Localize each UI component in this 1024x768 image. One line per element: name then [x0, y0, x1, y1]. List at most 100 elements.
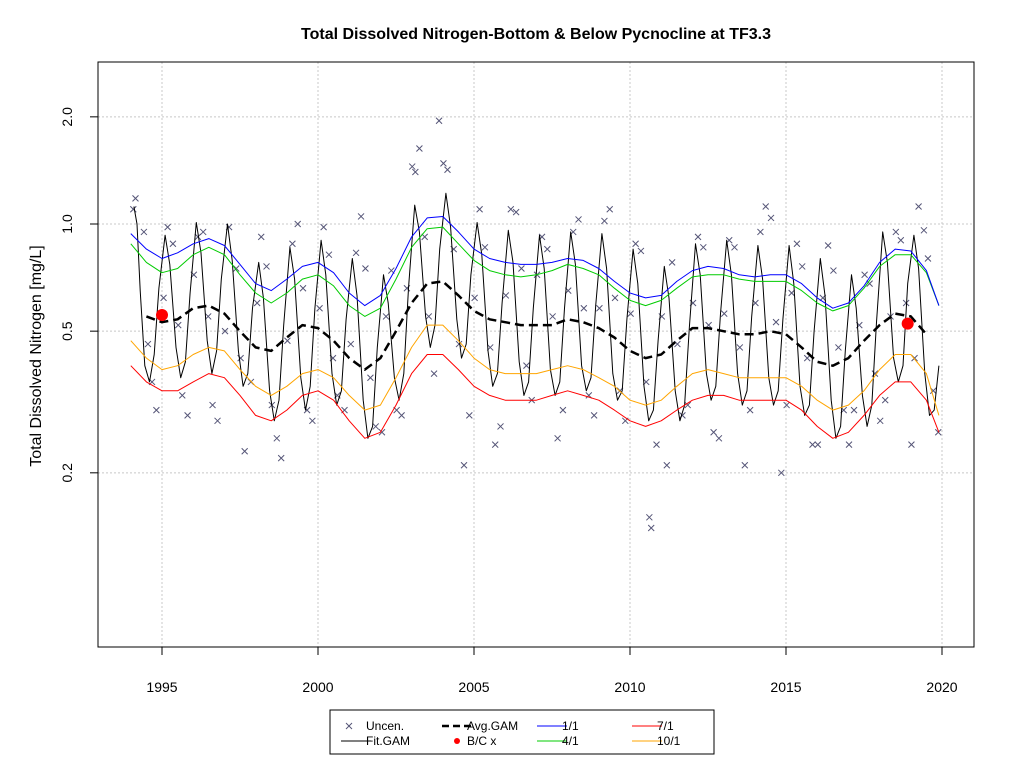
chart-title: Total Dissolved Nitrogen-Bottom & Below … — [301, 26, 771, 43]
legend-item: Avg.GAM — [442, 719, 518, 733]
data-point-uncen — [367, 374, 374, 382]
series-avg-gam — [145, 280, 928, 371]
data-point-uncen — [299, 284, 307, 292]
data-point-uncen — [720, 310, 728, 317]
legend-item: 1/1 — [537, 719, 579, 733]
data-point-uncen — [645, 513, 653, 521]
data-point-uncen — [647, 524, 655, 532]
data-point-uncen — [444, 166, 451, 174]
data-point-uncen — [767, 214, 775, 222]
legend-symbol — [454, 738, 460, 744]
data-point-uncen — [606, 205, 614, 213]
legend-item: 10/1 — [632, 734, 681, 748]
data-point-uncen — [481, 243, 489, 251]
data-point-uncen — [294, 220, 302, 228]
data-point-uncen — [674, 340, 681, 348]
data-point-uncen — [160, 294, 167, 302]
data-point-uncen — [788, 289, 795, 297]
data-point-uncen — [421, 233, 429, 241]
y-tick-label: 1.0 — [59, 214, 75, 234]
data-point-uncen — [209, 401, 216, 409]
data-point-uncen — [793, 240, 801, 248]
series-fit-gam — [133, 192, 940, 439]
data-point-uncen — [273, 434, 281, 442]
data-point-uncen — [277, 454, 285, 462]
legend-label: Avg.GAM — [467, 719, 518, 733]
data-point-uncen — [214, 417, 221, 425]
legend-item: Uncen. — [345, 719, 404, 733]
data-point-uncen — [129, 205, 137, 213]
bc-points — [156, 309, 914, 330]
data-point-uncen — [632, 240, 639, 248]
data-point-uncen — [237, 354, 244, 362]
data-point-uncen — [398, 412, 405, 419]
data-point-uncen — [440, 160, 447, 167]
x-tick-label: 2010 — [614, 679, 645, 695]
data-point-uncen — [372, 423, 380, 430]
data-point-uncen — [772, 318, 780, 326]
data-point-uncen — [184, 412, 191, 419]
series-lines — [130, 192, 940, 439]
data-point-uncen — [920, 226, 928, 234]
legend-label: 4/1 — [562, 734, 579, 748]
y-tick-label: 2.0 — [59, 107, 75, 127]
data-point-uncen — [289, 240, 296, 248]
data-point-uncen — [347, 340, 355, 348]
data-point-uncen — [455, 340, 463, 348]
data-point-uncen — [465, 412, 473, 419]
legend-label: Uncen. — [366, 719, 404, 733]
data-point-uncen — [491, 441, 499, 448]
data-point-uncen — [710, 428, 717, 436]
legend-item: B/C x — [454, 734, 496, 748]
data-point-uncen — [814, 441, 822, 448]
bc-point — [901, 317, 914, 330]
data-point-uncen — [164, 223, 171, 231]
legend-box — [329, 709, 715, 755]
data-point-uncen — [325, 251, 333, 259]
data-point-uncen — [357, 213, 365, 220]
legend-label: Fit.GAM — [366, 734, 410, 748]
legend-item: Fit.GAM — [341, 734, 410, 748]
data-point-uncen — [497, 423, 504, 430]
data-point-uncen — [284, 337, 291, 345]
data-point-uncen — [382, 313, 390, 320]
data-point-uncen — [309, 417, 316, 425]
data-point-uncen — [627, 310, 634, 317]
data-point-uncen — [352, 249, 360, 257]
data-point-uncen — [881, 396, 889, 404]
data-point-uncen — [830, 267, 837, 274]
legend-symbol — [345, 722, 353, 730]
data-point-uncen — [663, 461, 671, 469]
data-point-uncen — [596, 304, 603, 312]
data-point-uncen — [934, 428, 942, 436]
data-point-uncen — [798, 263, 806, 270]
data-point-uncen — [153, 406, 160, 414]
data-point-uncen — [824, 242, 832, 249]
data-point-uncen — [668, 259, 676, 266]
data-point-uncen — [601, 217, 608, 225]
data-point-uncen — [253, 299, 261, 307]
data-point-uncen — [411, 168, 419, 176]
legend-item: 7/1 — [632, 719, 674, 733]
data-point-uncen — [746, 406, 754, 414]
data-point-uncen — [378, 428, 386, 436]
data-point-uncen — [460, 461, 468, 469]
legend-label: 10/1 — [657, 734, 681, 748]
y-tick-label: 0.2 — [59, 463, 75, 483]
series-jan1 — [130, 216, 940, 309]
data-point-uncen — [199, 228, 207, 236]
data-point-uncen — [861, 271, 868, 279]
data-point-uncen — [502, 292, 510, 299]
data-point-uncen — [232, 265, 240, 272]
data-point-uncen — [471, 294, 478, 302]
data-point-uncen — [835, 344, 842, 351]
series-oct1 — [130, 324, 940, 416]
series-jul1 — [130, 354, 940, 439]
data-point-uncen — [611, 294, 619, 302]
plot-frame — [97, 61, 975, 648]
data-point-uncen — [915, 203, 922, 210]
legend-label: 1/1 — [562, 719, 579, 733]
data-point-uncen — [924, 255, 932, 262]
data-point-uncen — [757, 228, 764, 236]
